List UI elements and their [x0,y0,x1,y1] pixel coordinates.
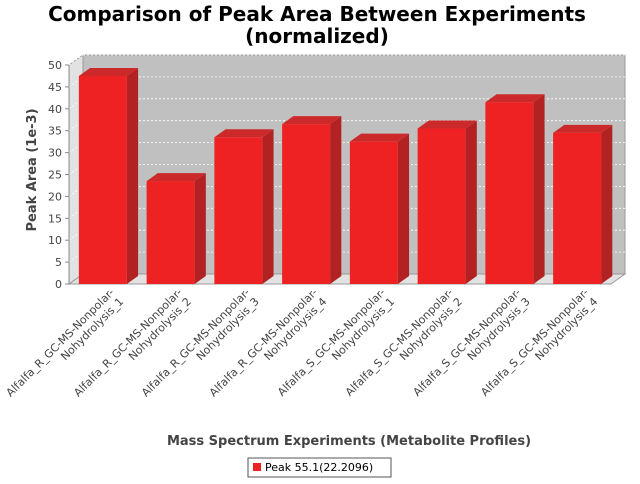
bar-top [146,173,206,182]
y-tick-label: 40 [48,103,62,116]
bar-front [146,181,195,284]
bar [553,124,613,284]
gridline-side [68,54,84,66]
chart-title-line2: (normalized) [245,24,389,48]
bar-side [194,173,206,284]
bar [485,94,545,284]
bar-side [533,94,545,284]
bar-side [330,116,342,284]
bar [417,120,477,284]
gridline-side [68,229,84,241]
y-tick-label: 35 [48,125,62,138]
bar-front [553,132,602,284]
bar-top [485,94,545,103]
legend-label: Peak 55.1(22.2096) [265,461,373,474]
bar-front [214,137,263,284]
bar-side [262,129,274,284]
gridline-side [68,98,84,110]
bar-front [417,128,466,284]
y-tick-label: 30 [48,147,62,160]
legend-box [247,457,392,478]
bar-front [485,102,534,284]
bar [146,173,206,284]
bar-top [214,129,274,138]
bar-front [78,75,127,284]
gridline-side [68,142,84,153]
gridline-side [68,207,84,219]
grid-lines [68,54,625,263]
y-tick-label: 20 [48,190,62,203]
gridline-side [68,120,84,132]
y-tick-label: 10 [48,234,62,247]
bar-front [282,124,331,284]
x-axis-label: Mass Spectrum Experiments (Metabolite Pr… [167,434,531,449]
bar [214,129,274,284]
bar-top [78,67,139,76]
bar-side [126,67,139,284]
bar [282,116,342,284]
y-tick-label: 50 [48,59,62,72]
bar-side [397,133,410,284]
bar-top [553,124,613,133]
chart-title-line1: Comparison of Peak Area Between Experime… [48,2,586,26]
bar-top [349,133,410,142]
bar-side [465,120,477,284]
legend: Peak 55.1(22.2096) [247,457,392,478]
legend-swatch [253,463,261,471]
bars [78,67,613,284]
y-tick-label: 0 [55,278,62,291]
y-axis-label: Peak Area (1e-3) [25,108,40,231]
y-tick-label: 25 [48,169,62,182]
bar [349,133,410,284]
gridline-side [68,76,84,88]
bar-front [349,141,398,284]
y-axis: 0 5 10 15 20 25 30 35 40 45 50 [48,59,70,291]
gridline-side [68,251,84,263]
y-tick-label: 45 [48,81,62,94]
bar-top [417,120,477,129]
y-tick-label: 15 [48,212,62,225]
bar-side [601,124,613,284]
bar-top [282,116,342,125]
gridline-side [68,164,84,175]
gridline-side [68,186,84,197]
x-tick-label: Alfalfa_R_GC-MS-Nonpolar-Nohydrolysis_1 [4,286,127,409]
x-tick-labels: Alfalfa_R_GC-MS-Nonpolar-Nohydrolysis_1A… [4,286,601,409]
bar [78,67,139,284]
y-tick-label: 5 [55,256,62,269]
